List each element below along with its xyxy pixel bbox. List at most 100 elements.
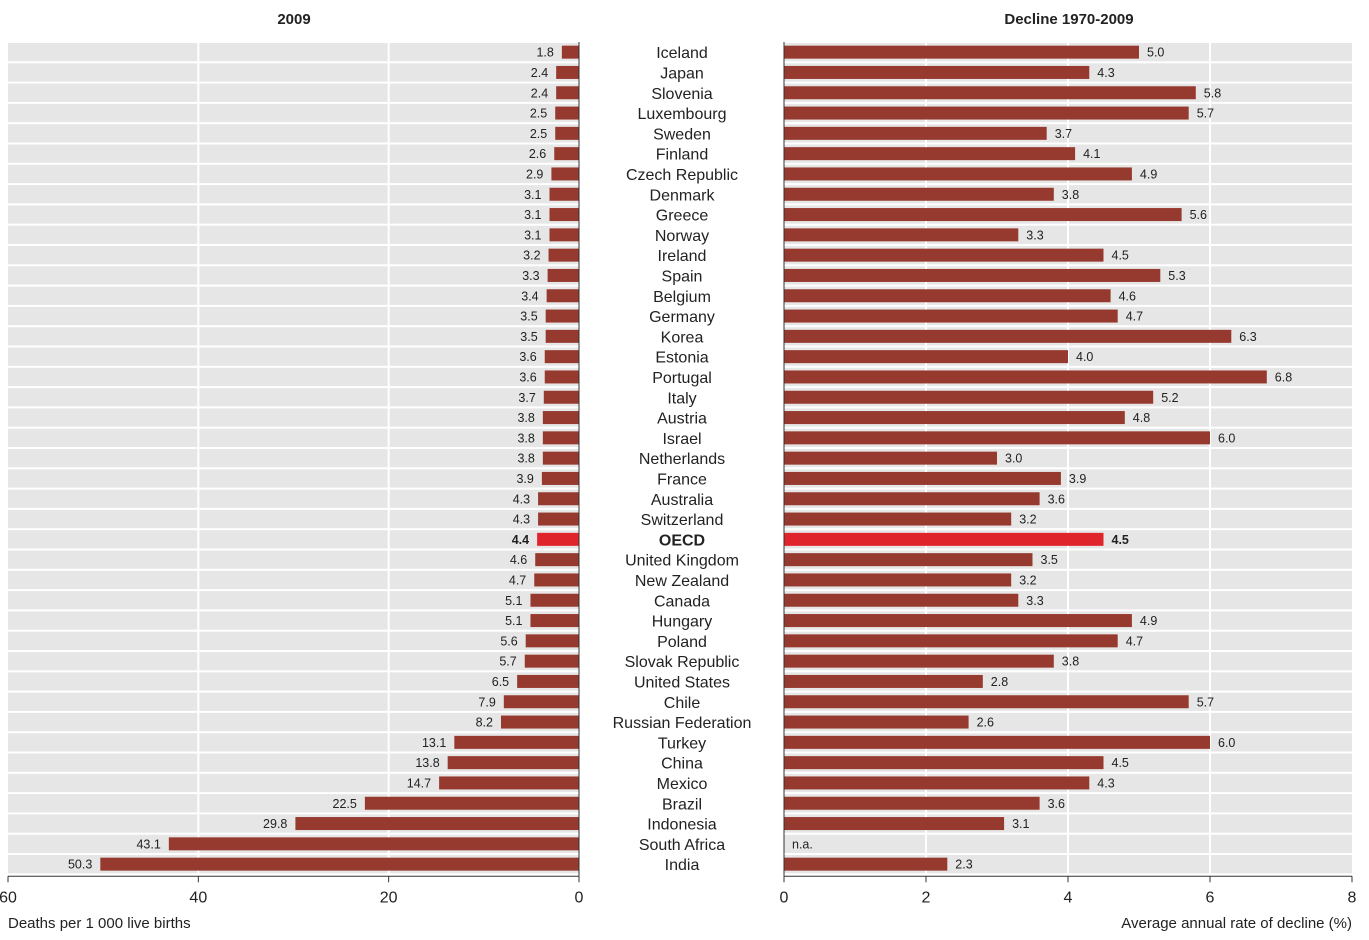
category-label-austria: Austria: [657, 411, 707, 428]
right-value-label-poland: 4.7: [1126, 634, 1143, 648]
left-row-band: [8, 530, 579, 548]
left-value-label-indonesia: 29.8: [263, 817, 287, 831]
right-value-label-italy: 5.2: [1161, 391, 1178, 405]
right-value-label-greece: 5.6: [1190, 208, 1207, 222]
left-value-label-spain: 3.3: [522, 269, 539, 283]
left-bar-israel: [543, 431, 579, 444]
right-bar-russian-federation: [784, 716, 969, 729]
left-row-band: [8, 510, 579, 528]
left-bar-japan: [556, 66, 579, 79]
right-bar-india: [784, 858, 947, 871]
left-bar-china: [448, 756, 579, 769]
left-bar-czech-republic: [551, 167, 579, 180]
left-value-label-netherlands: 3.8: [517, 452, 534, 466]
left-value-label-italy: 3.7: [518, 391, 535, 405]
category-label-new-zealand: New Zealand: [635, 573, 729, 590]
category-label-spain: Spain: [662, 268, 703, 285]
right-bar-austria: [784, 411, 1125, 424]
left-row-band: [8, 611, 579, 629]
right-bar-china: [784, 756, 1104, 769]
right-bar-sweden: [784, 127, 1047, 140]
left-x-axis-label: Deaths per 1 000 live births: [8, 915, 191, 932]
right-bar-brazil: [784, 797, 1040, 810]
left-value-label-finland: 2.6: [529, 147, 546, 161]
left-bar-italy: [544, 391, 579, 404]
right-bar-japan: [784, 66, 1089, 79]
category-label-united-states: United States: [634, 674, 730, 691]
right-bar-estonia: [784, 350, 1068, 363]
left-value-label-australia: 4.3: [513, 492, 530, 506]
left-bar-luxembourg: [555, 107, 579, 120]
left-value-label-norway: 3.1: [524, 228, 541, 242]
right-bar-netherlands: [784, 452, 997, 465]
left-bar-new-zealand: [534, 573, 579, 586]
left-bar-brazil: [365, 797, 579, 810]
left-row-band: [8, 388, 579, 406]
left-value-label-slovak-republic: 5.7: [499, 655, 516, 669]
left-value-label-india: 50.3: [68, 858, 92, 872]
left-bar-sweden: [555, 127, 579, 140]
left-row-band: [8, 652, 579, 670]
right-bar-switzerland: [784, 513, 1011, 526]
category-label-norway: Norway: [655, 228, 709, 245]
category-label-poland: Poland: [657, 634, 707, 651]
left-value-label-korea: 3.5: [520, 330, 537, 344]
category-label-india: India: [665, 857, 700, 874]
left-value-label-sweden: 2.5: [530, 127, 547, 141]
category-label-belgium: Belgium: [653, 289, 711, 306]
left-bar-chile: [504, 695, 579, 708]
category-label-finland: Finland: [656, 147, 708, 164]
left-row-band: [8, 104, 579, 122]
left-bar-denmark: [549, 188, 579, 201]
category-label-denmark: Denmark: [650, 187, 716, 204]
left-tick-label: 40: [189, 889, 207, 906]
right-bar-united-kingdom: [784, 553, 1033, 566]
right-bar-finland: [784, 147, 1075, 160]
left-bar-belgium: [547, 289, 579, 302]
left-row-band: [8, 205, 579, 223]
right-value-label-ireland: 4.5: [1112, 249, 1129, 263]
category-label-china: China: [661, 756, 703, 773]
right-bar-czech-republic: [784, 167, 1132, 180]
right-panel-title: Decline 1970-2009: [1004, 11, 1133, 28]
right-bar-oecd: [784, 533, 1104, 546]
left-value-label-japan: 2.4: [531, 66, 548, 80]
left-bar-iceland: [562, 46, 579, 59]
left-value-label-turkey: 13.1: [422, 736, 446, 750]
left-row-band: [8, 551, 579, 569]
right-bar-france: [784, 472, 1061, 485]
left-value-label-poland: 5.6: [500, 634, 517, 648]
category-label-chile: Chile: [664, 695, 701, 712]
category-label-brazil: Brazil: [662, 796, 702, 813]
right-tick-label: 0: [780, 889, 789, 906]
category-label-ireland: Ireland: [658, 248, 707, 265]
right-value-label-estonia: 4.0: [1076, 350, 1093, 364]
left-bar-australia: [538, 492, 579, 505]
left-value-label-estonia: 3.6: [519, 350, 536, 364]
right-value-label-czech-republic: 4.9: [1140, 167, 1157, 181]
category-label-oecd: OECD: [659, 532, 705, 549]
right-value-label-turkey: 6.0: [1218, 736, 1235, 750]
right-value-label-austria: 4.8: [1133, 411, 1150, 425]
left-row-band: [8, 124, 579, 142]
left-value-label-portugal: 3.6: [519, 370, 536, 384]
left-bar-ireland: [549, 249, 579, 262]
right-value-label-mexico: 4.3: [1097, 776, 1114, 790]
left-value-label-iceland: 1.8: [536, 46, 553, 60]
category-label-germany: Germany: [649, 309, 715, 326]
left-row-band: [8, 63, 579, 81]
left-bar-russian-federation: [501, 716, 579, 729]
category-label-hungary: Hungary: [652, 614, 712, 631]
left-bar-portugal: [545, 370, 579, 383]
right-bar-slovenia: [784, 86, 1196, 99]
right-value-label-korea: 6.3: [1239, 330, 1256, 344]
right-value-label-spain: 5.3: [1168, 269, 1185, 283]
category-label-russian-federation: Russian Federation: [613, 715, 752, 732]
right-value-label-indonesia: 3.1: [1012, 817, 1029, 831]
left-tick-label: 0: [575, 889, 584, 906]
left-value-label-germany: 3.5: [520, 310, 537, 324]
left-row-band: [8, 43, 579, 61]
left-row-band: [8, 145, 579, 163]
